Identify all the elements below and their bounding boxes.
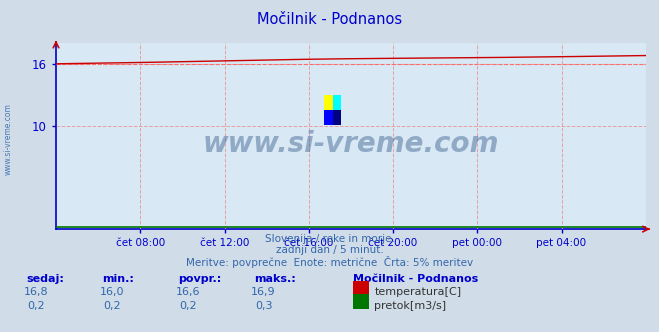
Text: Močilnik - Podnanos: Močilnik - Podnanos [353, 274, 478, 284]
Text: 0,3: 0,3 [255, 301, 272, 311]
Text: www.si-vreme.com: www.si-vreme.com [203, 129, 499, 158]
Bar [333, 95, 341, 110]
Bar [324, 95, 333, 110]
Text: www.si-vreme.com: www.si-vreme.com [3, 104, 13, 175]
Bar [333, 110, 341, 125]
Text: 16,6: 16,6 [175, 287, 200, 297]
Text: pretok[m3/s]: pretok[m3/s] [374, 301, 446, 311]
Text: zadnji dan / 5 minut.: zadnji dan / 5 minut. [275, 245, 384, 255]
Text: maks.:: maks.: [254, 274, 295, 284]
Text: 0,2: 0,2 [103, 301, 121, 311]
Text: 16,0: 16,0 [100, 287, 125, 297]
Text: Meritve: povprečne  Enote: metrične  Črta: 5% meritev: Meritve: povprečne Enote: metrične Črta:… [186, 256, 473, 268]
Text: min.:: min.: [102, 274, 134, 284]
Text: temperatura[C]: temperatura[C] [374, 287, 461, 297]
Text: 0,2: 0,2 [179, 301, 196, 311]
Text: 0,2: 0,2 [28, 301, 45, 311]
Text: Slovenija / reke in morje.: Slovenija / reke in morje. [264, 234, 395, 244]
Text: povpr.:: povpr.: [178, 274, 221, 284]
Bar [324, 110, 333, 125]
Text: 16,8: 16,8 [24, 287, 49, 297]
Text: 16,9: 16,9 [251, 287, 276, 297]
Text: Močilnik - Podnanos: Močilnik - Podnanos [257, 12, 402, 27]
Text: sedaj:: sedaj: [26, 274, 64, 284]
